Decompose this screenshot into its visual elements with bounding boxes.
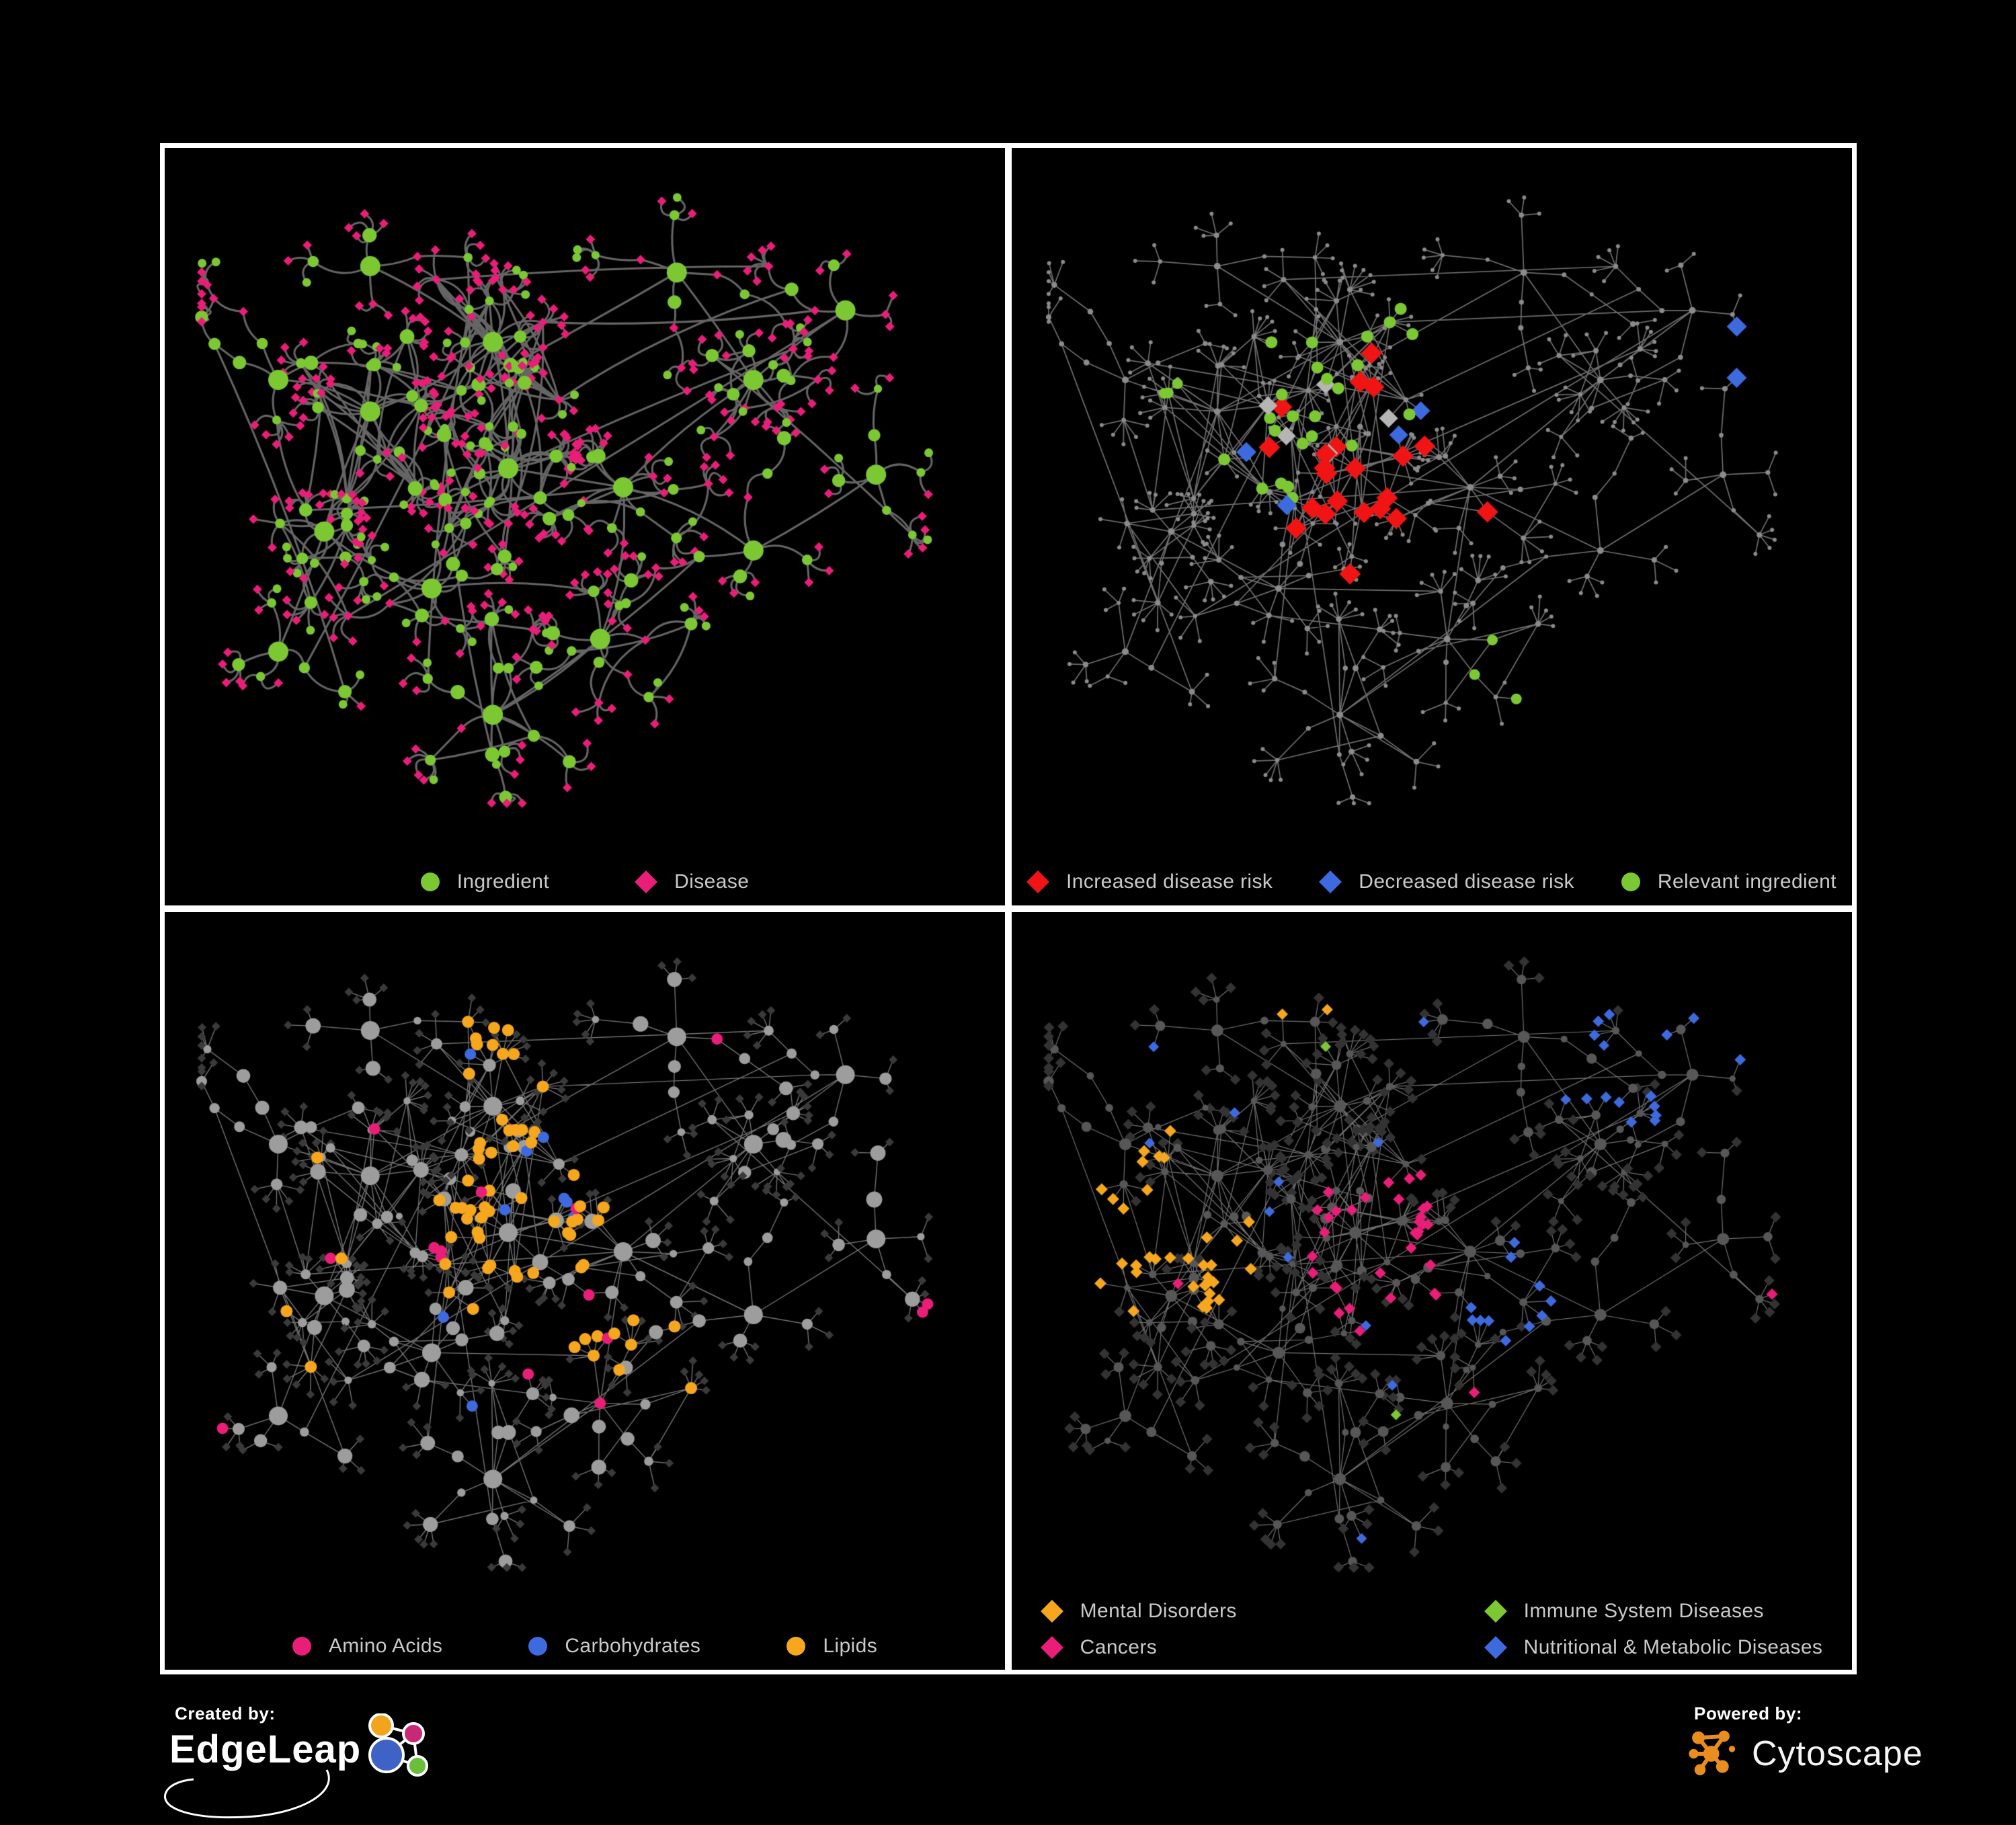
legend-item: Cancers bbox=[1040, 1636, 1445, 1659]
panel-disease-risk: Increased disease risk Decreased disease … bbox=[1012, 148, 1852, 905]
legend-item: Lipids bbox=[787, 1635, 877, 1658]
edgeleap-logo-icon bbox=[368, 1713, 429, 1777]
panel-ingredient-disease: Ingredient Disease bbox=[165, 148, 1005, 905]
legend-label: Amino Acids bbox=[328, 1635, 443, 1657]
cytoscape-logo-icon bbox=[1689, 1730, 1736, 1776]
created-by-label: Created by: bbox=[175, 1703, 276, 1723]
panel-ingredient-classes: Amino Acids Carbohydrates Lipids bbox=[165, 912, 1005, 1670]
disease-risk-network-canvas bbox=[1012, 148, 1852, 905]
legend-swatch-diamond bbox=[1484, 1636, 1507, 1659]
legend-item: Increased disease risk bbox=[1026, 870, 1273, 893]
legend-label: Lipids bbox=[823, 1635, 878, 1657]
legend-ingredient-classes: Amino Acids Carbohydrates Lipids bbox=[165, 1635, 1005, 1658]
legend-label: Ingredient bbox=[456, 870, 550, 893]
legend-swatch-diamond bbox=[635, 870, 658, 893]
edgeleap-swoosh bbox=[164, 1769, 330, 1819]
legend-swatch-circle bbox=[292, 1637, 311, 1656]
panel-disease-classes: Mental Disorders Immune System Diseases Ca… bbox=[1012, 912, 1852, 1670]
cytoscape-brand: Cytoscape bbox=[1752, 1734, 1923, 1773]
legend-item: Amino Acids bbox=[292, 1635, 442, 1658]
legend-label: Cancers bbox=[1080, 1636, 1158, 1658]
legend-disease-classes: Mental Disorders Immune System Diseases Ca… bbox=[1012, 1600, 1852, 1659]
ingredient-disease-network-canvas bbox=[165, 148, 1005, 905]
legend-label: Relevant ingredient bbox=[1657, 870, 1837, 893]
ingredient-class-network-canvas bbox=[165, 912, 1005, 1670]
legend-label: Nutritional & Metabolic Diseases bbox=[1523, 1636, 1823, 1658]
legend-item: Carbohydrates bbox=[528, 1635, 700, 1658]
edgeleap-brand: EdgeLeap bbox=[169, 1728, 362, 1771]
powered-by-label: Powered by: bbox=[1694, 1703, 1803, 1723]
legend-label: Immune System Diseases bbox=[1523, 1600, 1764, 1622]
legend-swatch-circle bbox=[528, 1637, 548, 1656]
legend-disease-risk: Increased disease risk Decreased disease … bbox=[1012, 870, 1852, 893]
legend-label: Decreased disease risk bbox=[1359, 870, 1574, 893]
legend-swatch-circle bbox=[1621, 873, 1640, 891]
legend-item: Relevant ingredient bbox=[1621, 870, 1837, 893]
legend-swatch-diamond bbox=[1484, 1600, 1507, 1623]
legend-label: Increased disease risk bbox=[1066, 870, 1273, 893]
legend-label: Disease bbox=[674, 870, 750, 893]
legend-swatch-diamond bbox=[1040, 1600, 1063, 1623]
disease-class-network-canvas bbox=[1012, 912, 1852, 1670]
legend-label: Mental Disorders bbox=[1080, 1600, 1237, 1622]
legend-item: Disease bbox=[635, 870, 749, 893]
figure-grid: Ingredient Disease Increased disease risk… bbox=[160, 143, 1857, 1674]
legend-ingredient-disease: Ingredient Disease bbox=[165, 870, 1005, 893]
powered-by-block: Powered by: Cytoscape bbox=[1689, 1703, 1923, 1779]
legend-item: Decreased disease risk bbox=[1319, 870, 1574, 893]
legend-label: Carbohydrates bbox=[565, 1635, 701, 1657]
created-by-block: Created by: EdgeLeap bbox=[164, 1703, 435, 1819]
legend-swatch-circle bbox=[787, 1637, 806, 1656]
legend-swatch-circle bbox=[420, 873, 440, 891]
legend-item: Immune System Diseases bbox=[1484, 1600, 1823, 1623]
legend-item: Nutritional & Metabolic Diseases bbox=[1484, 1636, 1823, 1659]
legend-item: Mental Disorders bbox=[1040, 1600, 1445, 1623]
legend-item: Ingredient bbox=[420, 870, 550, 893]
legend-swatch-diamond bbox=[1026, 870, 1049, 893]
legend-swatch-diamond bbox=[1040, 1636, 1063, 1659]
legend-swatch-diamond bbox=[1319, 870, 1342, 893]
